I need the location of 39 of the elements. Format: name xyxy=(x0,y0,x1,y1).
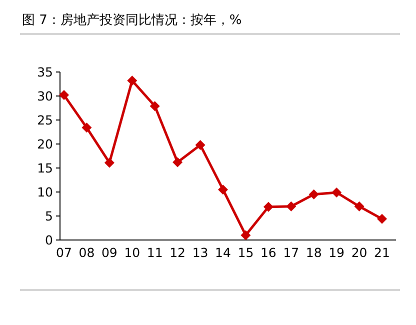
y-tick-label: 15 xyxy=(37,160,53,176)
y-tick-label: 20 xyxy=(37,136,54,152)
point xyxy=(218,184,228,195)
x-tick-label: 12 xyxy=(170,245,186,260)
point xyxy=(150,101,160,112)
point xyxy=(332,187,342,198)
point xyxy=(59,90,69,100)
x-tick-label: 11 xyxy=(146,245,163,260)
y-tick-label: 30 xyxy=(37,88,54,104)
point xyxy=(263,202,274,212)
point xyxy=(127,76,138,86)
x-tick-label: 16 xyxy=(260,245,276,260)
y-tick-label: 5 xyxy=(45,208,53,224)
x-tick-label: 10 xyxy=(124,245,140,260)
point xyxy=(104,158,114,168)
x-tick-label: 14 xyxy=(215,245,231,260)
y-tick-label: 25 xyxy=(37,112,53,128)
chart-title: 图 7：房地产投资同比情况：按年，% xyxy=(22,12,242,28)
x-tick-label: 15 xyxy=(238,245,254,260)
point xyxy=(240,230,251,240)
x-tick-label: 08 xyxy=(78,245,95,260)
point xyxy=(354,201,364,212)
point xyxy=(195,140,206,150)
point xyxy=(308,189,319,200)
x-tick-label: 13 xyxy=(192,245,208,260)
point xyxy=(82,122,92,133)
y-tick-label: 0 xyxy=(45,232,54,248)
point xyxy=(286,201,296,212)
point xyxy=(377,214,387,224)
x-tick-label: 20 xyxy=(351,245,368,260)
x-tick-label: 07 xyxy=(56,245,72,260)
x-tick-label: 18 xyxy=(306,245,322,260)
y-tick-label: 10 xyxy=(37,184,54,200)
x-tick-label: 17 xyxy=(283,245,300,260)
y-tick-label: 35 xyxy=(37,64,53,80)
x-tick-label: 21 xyxy=(374,245,390,260)
x-tick-label: 09 xyxy=(101,245,118,260)
x-tick-label: 19 xyxy=(328,245,345,260)
point xyxy=(172,157,183,168)
